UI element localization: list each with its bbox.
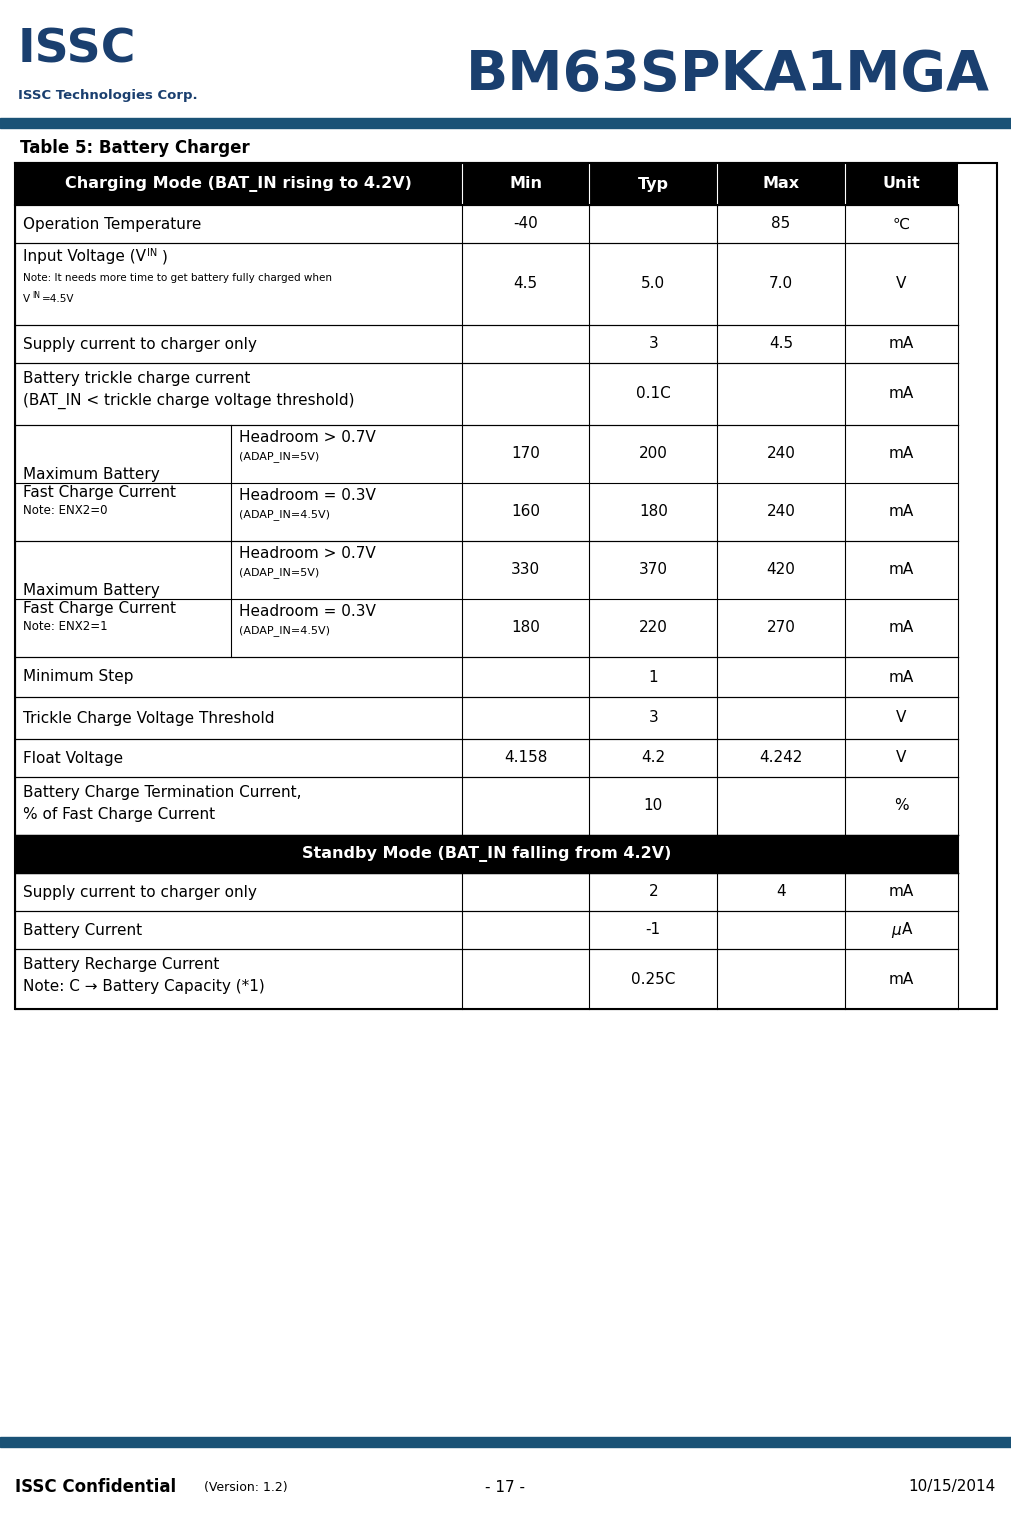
Text: Note: C → Battery Capacity (*1): Note: C → Battery Capacity (*1): [23, 979, 265, 993]
Bar: [15, 835, 957, 873]
Text: mA: mA: [889, 620, 914, 636]
Text: 220: 220: [639, 620, 667, 636]
Text: mA: mA: [889, 884, 914, 899]
Text: V: V: [896, 751, 907, 766]
Text: -1: -1: [646, 922, 661, 938]
Text: 2: 2: [648, 884, 658, 899]
Text: 370: 370: [639, 562, 668, 578]
Text: IN: IN: [147, 248, 158, 257]
Text: (ADAP_IN=5V): (ADAP_IN=5V): [239, 567, 319, 579]
Text: Note: ENX2=1: Note: ENX2=1: [23, 619, 107, 633]
Text: 270: 270: [766, 620, 796, 636]
Text: Headroom = 0.3V: Headroom = 0.3V: [239, 605, 376, 619]
Text: 7.0: 7.0: [769, 276, 793, 291]
Text: mA: mA: [889, 446, 914, 461]
Text: Battery Charge Termination Current,: Battery Charge Termination Current,: [23, 786, 301, 801]
Text: mA: mA: [889, 971, 914, 987]
Text: V: V: [23, 294, 30, 303]
Text: IN: IN: [32, 291, 40, 300]
Text: 10/15/2014: 10/15/2014: [909, 1480, 996, 1495]
Text: 200: 200: [639, 446, 667, 461]
Text: 4: 4: [776, 884, 786, 899]
Text: 4.2: 4.2: [641, 751, 665, 766]
Text: Charging Mode (BAT_IN rising to 4.2V): Charging Mode (BAT_IN rising to 4.2V): [65, 176, 411, 192]
Text: 3: 3: [648, 711, 658, 726]
Text: mA: mA: [889, 337, 914, 351]
Text: 160: 160: [512, 504, 540, 519]
Text: Note: It needs more time to get battery fully charged when: Note: It needs more time to get battery …: [23, 273, 332, 283]
Text: 240: 240: [766, 504, 796, 519]
Bar: [15, 162, 997, 1010]
Text: (BAT_IN < trickle charge voltage threshold): (BAT_IN < trickle charge voltage thresho…: [23, 392, 355, 409]
Text: Float Voltage: Float Voltage: [23, 751, 123, 766]
Text: Battery trickle charge current: Battery trickle charge current: [23, 371, 251, 386]
Text: Headroom > 0.7V: Headroom > 0.7V: [239, 547, 376, 562]
Text: (ADAP_IN=4.5V): (ADAP_IN=4.5V): [239, 510, 330, 521]
Text: Min: Min: [510, 176, 542, 192]
Text: Supply current to charger only: Supply current to charger only: [23, 337, 257, 351]
Text: 170: 170: [512, 446, 540, 461]
Text: 0.25C: 0.25C: [631, 971, 675, 987]
Text: ISSC Confidential: ISSC Confidential: [15, 1478, 176, 1497]
Text: A: A: [902, 922, 913, 938]
Text: % of Fast Charge Current: % of Fast Charge Current: [23, 806, 215, 821]
Text: ℃: ℃: [893, 216, 910, 231]
Text: =4.5V: =4.5V: [42, 294, 75, 303]
Text: mA: mA: [889, 669, 914, 685]
Text: 4.5: 4.5: [514, 276, 538, 291]
Text: %: %: [894, 798, 909, 813]
Text: 4.242: 4.242: [759, 751, 803, 766]
Text: Maximum Battery: Maximum Battery: [23, 467, 160, 481]
Text: Operation Temperature: Operation Temperature: [23, 216, 201, 231]
Text: Max: Max: [762, 176, 800, 192]
Text: ): ): [162, 250, 168, 265]
Text: BM63SPKA1MGA: BM63SPKA1MGA: [466, 47, 990, 103]
Text: 5.0: 5.0: [641, 276, 665, 291]
Text: 3: 3: [648, 337, 658, 351]
Text: Fast Charge Current: Fast Charge Current: [23, 484, 176, 499]
Text: V: V: [896, 711, 907, 726]
Text: ISSC: ISSC: [18, 28, 136, 72]
Text: ISSC Technologies Corp.: ISSC Technologies Corp.: [18, 89, 197, 101]
Text: 85: 85: [771, 216, 791, 231]
Text: 0.1C: 0.1C: [636, 386, 670, 401]
Text: 10: 10: [644, 798, 663, 813]
Text: Minimum Step: Minimum Step: [23, 669, 133, 685]
Text: mA: mA: [889, 504, 914, 519]
Text: 420: 420: [766, 562, 796, 578]
Text: mA: mA: [889, 386, 914, 401]
Text: (ADAP_IN=5V): (ADAP_IN=5V): [239, 452, 319, 463]
Bar: [0, 118, 1011, 129]
Text: V: V: [896, 276, 907, 291]
Text: 180: 180: [512, 620, 540, 636]
Text: 1: 1: [648, 669, 658, 685]
Text: mA: mA: [889, 562, 914, 578]
Bar: [0, 1437, 1011, 1448]
Text: Supply current to charger only: Supply current to charger only: [23, 884, 257, 899]
Text: - 17 -: - 17 -: [485, 1480, 525, 1495]
Text: Typ: Typ: [638, 176, 669, 192]
Text: Table 5: Battery Charger: Table 5: Battery Charger: [20, 139, 250, 156]
Text: 330: 330: [512, 562, 540, 578]
Text: (ADAP_IN=4.5V): (ADAP_IN=4.5V): [239, 625, 330, 636]
Text: Maximum Battery: Maximum Battery: [23, 582, 160, 597]
Text: Fast Charge Current: Fast Charge Current: [23, 601, 176, 616]
Text: 4.158: 4.158: [503, 751, 547, 766]
Text: Battery Current: Battery Current: [23, 922, 143, 938]
Text: Battery Recharge Current: Battery Recharge Current: [23, 958, 219, 973]
Text: Note: ENX2=0: Note: ENX2=0: [23, 504, 107, 516]
Text: -40: -40: [514, 216, 538, 231]
Text: Headroom = 0.3V: Headroom = 0.3V: [239, 489, 376, 504]
Text: μ: μ: [892, 922, 901, 938]
Text: Standby Mode (BAT_IN falling from 4.2V): Standby Mode (BAT_IN falling from 4.2V): [301, 846, 671, 863]
Text: Trickle Charge Voltage Threshold: Trickle Charge Voltage Threshold: [23, 711, 275, 726]
Bar: [15, 162, 957, 205]
Text: 180: 180: [639, 504, 667, 519]
Text: Unit: Unit: [883, 176, 920, 192]
Text: Input Voltage (V: Input Voltage (V: [23, 250, 146, 265]
Text: (Version: 1.2): (Version: 1.2): [200, 1480, 287, 1494]
Text: Headroom > 0.7V: Headroom > 0.7V: [239, 430, 376, 446]
Text: 240: 240: [766, 446, 796, 461]
Text: 4.5: 4.5: [769, 337, 793, 351]
